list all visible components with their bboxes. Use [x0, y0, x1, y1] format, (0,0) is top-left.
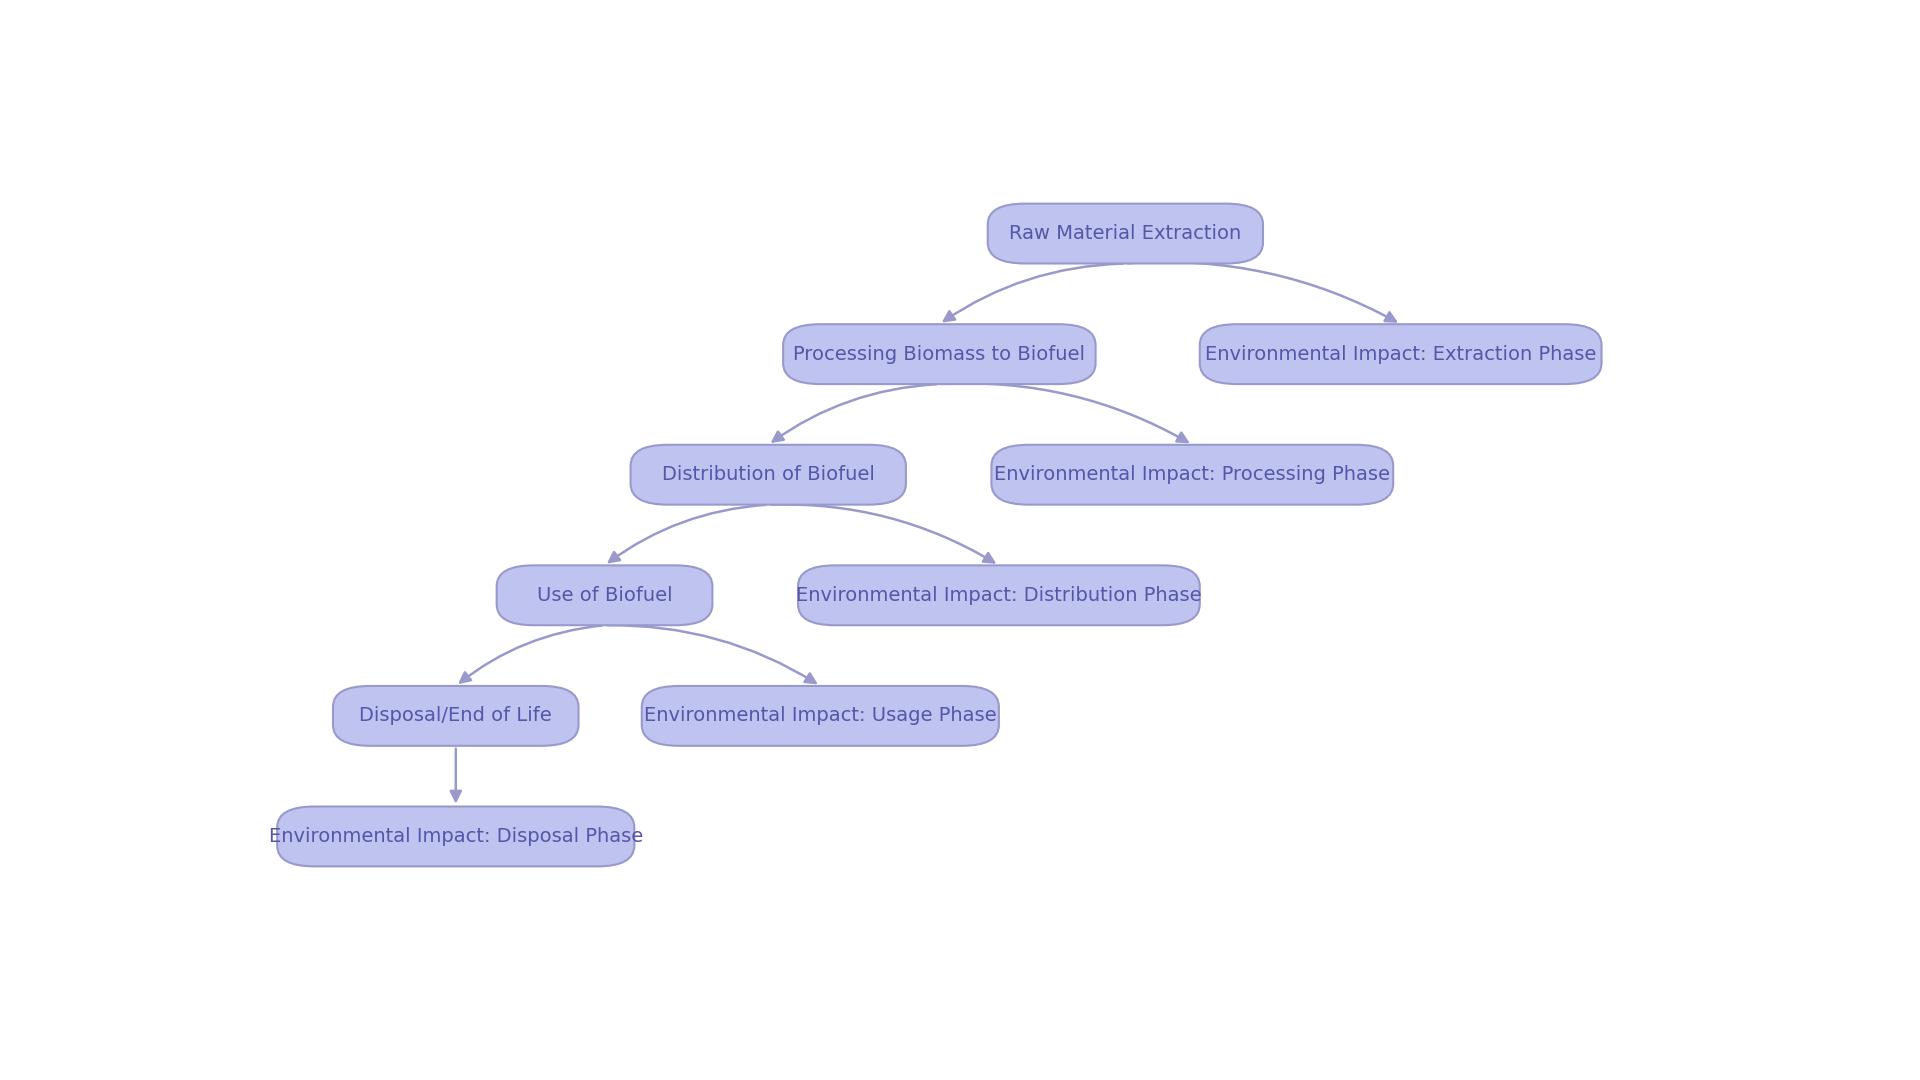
FancyBboxPatch shape	[641, 686, 998, 746]
FancyBboxPatch shape	[799, 565, 1200, 625]
Text: Environmental Impact: Processing Phase: Environmental Impact: Processing Phase	[995, 465, 1390, 484]
FancyBboxPatch shape	[276, 807, 634, 866]
Text: Disposal/End of Life: Disposal/End of Life	[359, 706, 553, 726]
Text: Distribution of Biofuel: Distribution of Biofuel	[662, 465, 876, 484]
FancyBboxPatch shape	[1200, 324, 1601, 384]
Text: Raw Material Extraction: Raw Material Extraction	[1010, 224, 1242, 243]
FancyBboxPatch shape	[332, 686, 578, 746]
FancyBboxPatch shape	[783, 324, 1096, 384]
FancyBboxPatch shape	[991, 445, 1394, 504]
Text: Environmental Impact: Extraction Phase: Environmental Impact: Extraction Phase	[1206, 345, 1596, 364]
Text: Environmental Impact: Disposal Phase: Environmental Impact: Disposal Phase	[269, 827, 643, 846]
Text: Use of Biofuel: Use of Biofuel	[538, 585, 672, 605]
Text: Processing Biomass to Biofuel: Processing Biomass to Biofuel	[793, 345, 1085, 364]
Text: Environmental Impact: Usage Phase: Environmental Impact: Usage Phase	[643, 706, 996, 726]
Text: Environmental Impact: Distribution Phase: Environmental Impact: Distribution Phase	[797, 585, 1202, 605]
FancyBboxPatch shape	[987, 204, 1263, 264]
FancyBboxPatch shape	[630, 445, 906, 504]
FancyBboxPatch shape	[497, 565, 712, 625]
